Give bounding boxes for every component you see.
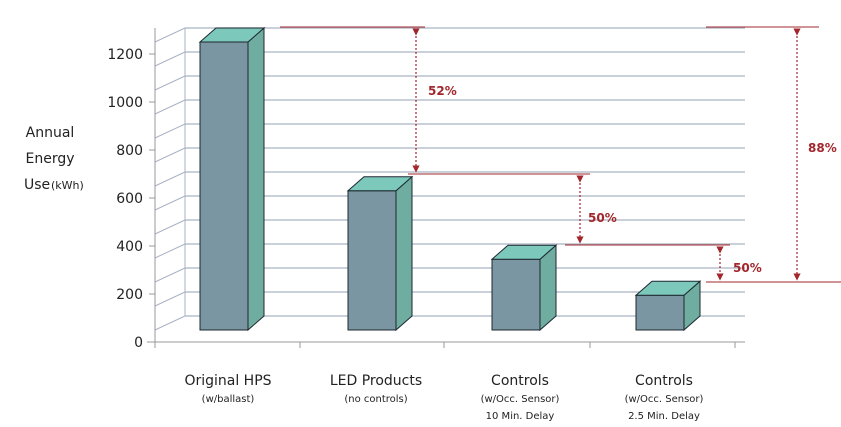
bar-front	[347, 190, 397, 331]
bar-front	[199, 41, 249, 331]
gridline-diagonal	[154, 291, 186, 307]
labels: Annual Energy Use (kWh) 0 200 400 600 800 100…	[24, 47, 704, 422]
gridline-diagonal	[154, 219, 186, 235]
x-tick-sublabel: 10 Min. Delay	[486, 411, 555, 422]
x-tick-sublabel: (w/Occ. Sensor)	[481, 394, 560, 405]
bar-top	[346, 176, 414, 192]
y-tick-label: 0	[134, 335, 143, 351]
y-tick-label: 600	[116, 191, 143, 207]
annotation-label: 52%	[428, 84, 457, 98]
y-tick-label: 1000	[107, 95, 143, 111]
gridline-diagonal	[154, 123, 186, 139]
bar-side	[395, 175, 413, 332]
gridline-diagonal	[154, 315, 186, 331]
bar-front	[491, 258, 541, 331]
x-tick-sublabel: 2.5 Min. Delay	[628, 411, 700, 422]
gridline-diagonal	[154, 99, 186, 115]
annotation-label: 88%	[808, 141, 837, 155]
x-tick-label: Controls	[491, 373, 549, 389]
y-tick-label: 800	[116, 143, 143, 159]
x-tick-sublabel: (w/Occ. Sensor)	[625, 394, 704, 405]
annotation-label: 50%	[733, 261, 762, 275]
x-tick-sublabel: (w/ballast)	[202, 394, 255, 405]
bar-top	[490, 244, 558, 260]
axes	[147, 28, 745, 348]
gridline-diagonal	[154, 75, 186, 91]
y-tick-label: 400	[116, 239, 143, 255]
gridline-diagonal	[154, 243, 186, 259]
annotation-label: 50%	[588, 211, 617, 225]
bar-top	[198, 27, 266, 43]
gridline-diagonal	[154, 147, 186, 163]
x-tick-label: LED Products	[330, 373, 422, 389]
y-axis-title-unit: (kWh)	[51, 179, 84, 192]
gridline-diagonal	[154, 171, 186, 187]
gridline-diagonal	[154, 267, 186, 283]
y-tick-label: 200	[116, 287, 143, 303]
bar-front	[635, 294, 685, 331]
bar-side	[539, 244, 557, 332]
bar-side	[247, 26, 265, 332]
grid	[154, 27, 745, 331]
x-tick-sublabel: (no controls)	[344, 394, 407, 405]
y-axis-title-line-3: Use	[24, 177, 50, 193]
y-axis-title-line-1: Annual	[26, 125, 75, 141]
bars	[198, 26, 702, 332]
bar-top	[634, 280, 702, 296]
gridline-diagonal	[154, 195, 186, 211]
annotations: 52% 50% 50% 88%	[280, 26, 841, 283]
y-tick-label: 1200	[107, 47, 143, 63]
x-tick-label: Controls	[635, 373, 693, 389]
x-tick-label: Original HPS	[184, 373, 271, 389]
gridline-diagonal	[154, 27, 186, 43]
gridline-diagonal	[154, 51, 186, 67]
y-axis-title-line-2: Energy	[25, 151, 74, 167]
